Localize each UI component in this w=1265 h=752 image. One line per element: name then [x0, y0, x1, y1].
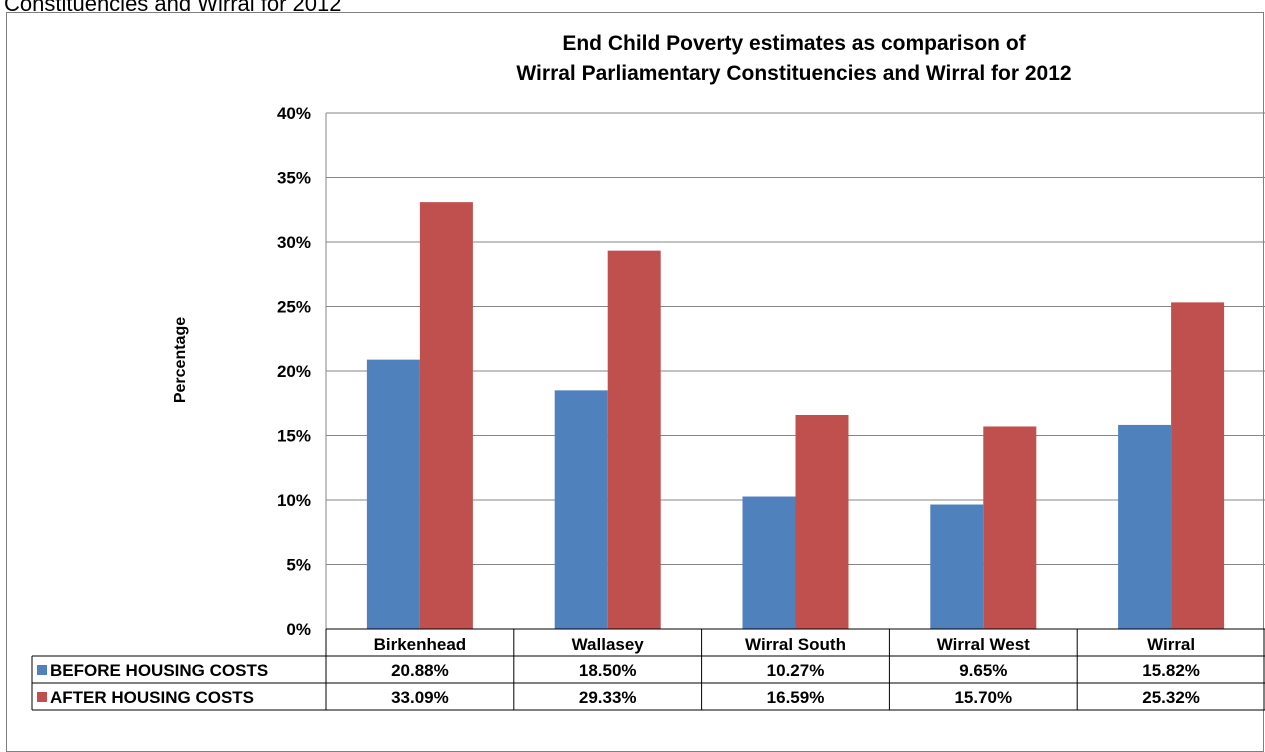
data-label: 33.09% [391, 688, 449, 707]
data-label: 15.82% [1142, 661, 1200, 680]
x-category-label: Wirral South [745, 635, 846, 654]
bar-after-wirral-west [983, 426, 1037, 629]
legend-label: AFTER HOUSING COSTS [50, 688, 254, 707]
x-category-label: Wirral [1147, 635, 1195, 654]
chart-title-line-2: Wirral Parliamentary Constituencies and … [516, 62, 1071, 85]
data-label: 16.59% [767, 688, 825, 707]
bar-after-wirral-south [795, 414, 849, 629]
y-tick-label: 30% [277, 233, 311, 252]
legend-label: BEFORE HOUSING COSTS [50, 661, 268, 680]
data-label: 9.65% [959, 661, 1007, 680]
legend-key-after [37, 692, 47, 702]
y-tick-label: 40% [277, 104, 311, 123]
bar-after-wallasey [607, 250, 661, 629]
data-label: 18.50% [579, 661, 637, 680]
data-label: 29.33% [579, 688, 637, 707]
y-tick-label: 20% [277, 362, 311, 381]
x-category-label: Wirral West [937, 635, 1030, 654]
bar-before-birkenhead [366, 359, 420, 629]
x-category-label: Wallasey [572, 635, 645, 654]
chart-title-line-1: End Child Poverty estimates as compariso… [562, 32, 1026, 55]
y-axis-label: Percentage [172, 317, 189, 403]
y-tick-label: 35% [277, 169, 311, 188]
chart: End Child Poverty estimates as compariso… [31, 32, 1265, 711]
bar-before-wirral-west [930, 504, 984, 629]
y-tick-label: 0% [286, 620, 311, 639]
x-category-label: Birkenhead [374, 635, 467, 654]
bar-before-wallasey [554, 390, 608, 629]
bar-before-wirral [1118, 424, 1172, 629]
bar-before-wirral-south [742, 496, 796, 629]
data-label: 20.88% [391, 661, 449, 680]
y-tick-label: 10% [277, 491, 311, 510]
data-label: 10.27% [767, 661, 825, 680]
legend-key-before [37, 665, 47, 675]
y-tick-label: 15% [277, 427, 311, 446]
bar-after-birkenhead [419, 202, 473, 630]
y-tick-label: 25% [277, 298, 311, 317]
data-label: 15.70% [954, 688, 1012, 707]
data-label: 25.32% [1142, 688, 1200, 707]
y-tick-label: 5% [286, 556, 311, 575]
bar-after-wirral [1171, 302, 1225, 629]
